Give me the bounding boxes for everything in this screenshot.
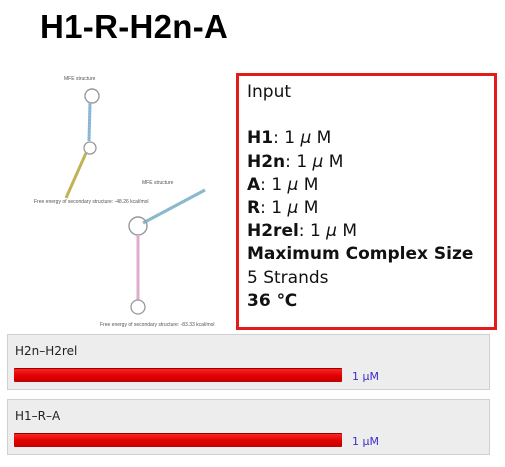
secondary-structure-images: MFE structure Free energy of secondary s… xyxy=(20,68,230,333)
structure-2: MFE structure Free energy of secondary s… xyxy=(100,180,215,328)
structure-diagrams: MFE structure Free energy of secondary s… xyxy=(34,76,215,328)
concentration-value: 1 μM xyxy=(352,370,379,383)
strand-r: R: 1 μ M xyxy=(247,198,319,218)
max-complex-value: 5 Strands xyxy=(247,267,329,288)
structure-1-top-loop xyxy=(84,88,100,104)
complex-result-panel: H2n–H2rel 1 μM xyxy=(7,334,490,390)
input-heading: Input xyxy=(247,82,292,102)
structure-2-junction-loop xyxy=(128,216,148,236)
page-title: H1-R-H2n-A xyxy=(40,8,229,45)
structure-1: MFE structure Free energy of secondary s… xyxy=(34,76,149,205)
concentration-bar xyxy=(14,433,342,447)
concentration-value: 1 μM xyxy=(352,435,379,448)
complex-name: H1–R–A xyxy=(15,409,61,423)
complex-result-panel: H1–R–A 1 μM xyxy=(7,399,490,455)
structure-2-hairpin-loop xyxy=(130,299,146,315)
structure-1-energy: Free energy of secondary structure: -48.… xyxy=(34,199,149,205)
concentration-bar xyxy=(14,368,342,382)
input-summary-box: Input H1: 1 μ M H2n: 1 μ M A: 1 μ M R: 1… xyxy=(236,73,497,330)
complex-name: H2n–H2rel xyxy=(15,344,78,358)
structure-1-title: MFE structure xyxy=(64,76,96,82)
structure-2-title: MFE structure xyxy=(142,180,174,186)
structure-1-internal-loop xyxy=(83,141,97,155)
max-complex-label: Maximum Complex Size xyxy=(247,244,474,265)
strand-h2n: H2n: 1 μ M xyxy=(247,151,344,172)
structure-2-upper-arm xyxy=(142,188,206,225)
temperature: 36 ℃ xyxy=(247,290,298,311)
strand-a: A: 1 μ M xyxy=(247,174,319,195)
strand-h2rel: H2rel: 1 μ M xyxy=(247,221,358,242)
strand-h1: H1: 1 μ M xyxy=(247,128,332,149)
structure-2-energy: Free energy of secondary structure: -83.… xyxy=(100,322,215,328)
